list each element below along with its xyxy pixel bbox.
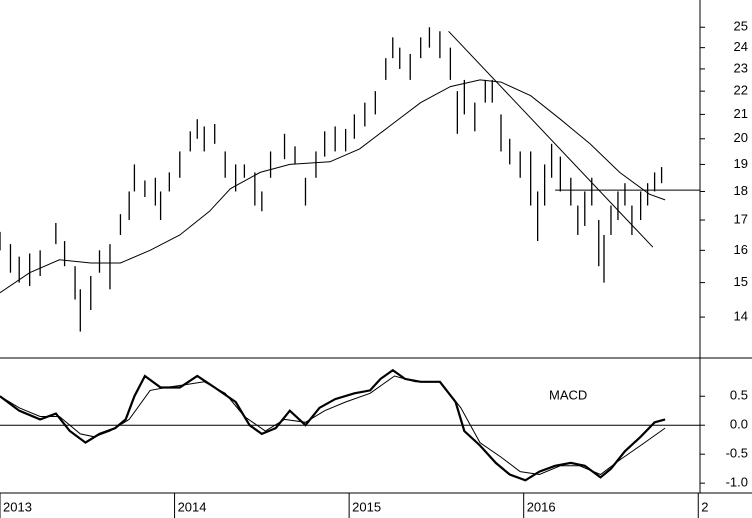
- x-tick-label: 2013: [3, 499, 32, 514]
- x-tick-label: 2016: [527, 499, 556, 514]
- line-series: [0, 375, 666, 476]
- y-tick-label: -1.0: [726, 475, 748, 490]
- y-tick-label: 17: [734, 211, 748, 226]
- line-series: [0, 368, 666, 482]
- y-tick-label: 25: [734, 19, 748, 34]
- x-tick-label: 2015: [352, 499, 381, 514]
- y-tick-label: 0.5: [730, 388, 748, 403]
- macd-label: MACD: [549, 387, 587, 402]
- y-tick-label: 18: [734, 183, 748, 198]
- y-tick-label: 21: [734, 106, 748, 121]
- y-tick-label: 14: [734, 309, 748, 324]
- y-tick-label: 19: [734, 156, 748, 171]
- y-tick-label: 15: [734, 274, 748, 289]
- line-series: [448, 30, 654, 248]
- y-tick-label: -0.5: [726, 446, 748, 461]
- x-tick-label: 2: [701, 499, 708, 514]
- y-tick-label: 23: [734, 60, 748, 75]
- y-tick-label: 0.0: [730, 417, 748, 432]
- y-tick-label: 24: [734, 39, 748, 54]
- x-tick-label: 2014: [178, 499, 207, 514]
- y-tick-label: 22: [734, 83, 748, 98]
- y-tick-label: 16: [734, 242, 748, 257]
- line-series: [0, 79, 666, 294]
- y-tick-label: 20: [734, 130, 748, 145]
